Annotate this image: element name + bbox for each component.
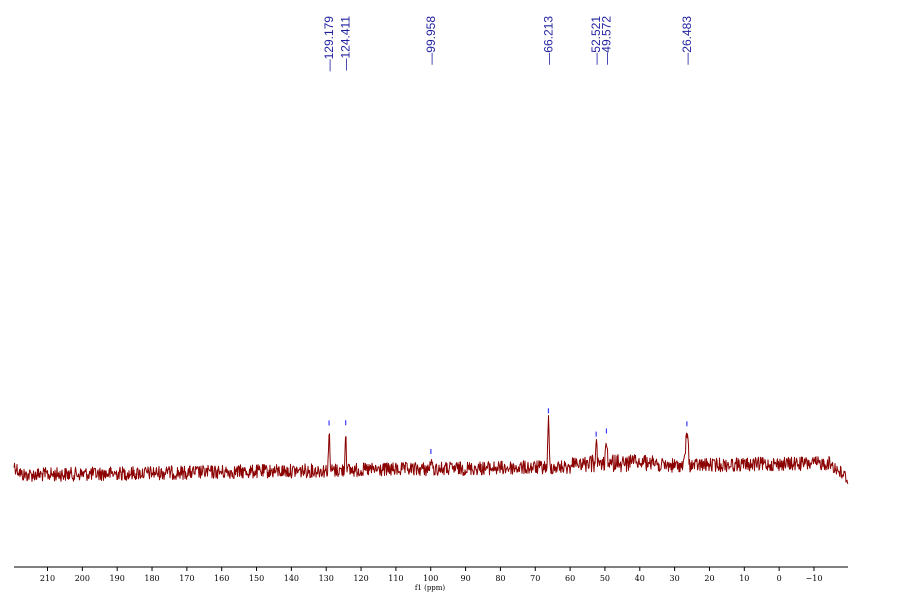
- peak-label: —129.179: [322, 16, 336, 72]
- x-tick-label: 70: [530, 574, 540, 583]
- x-tick-label: 200: [75, 574, 90, 583]
- x-tick-label: 120: [353, 574, 368, 583]
- x-tick-label: 180: [144, 574, 159, 583]
- x-tick-label: 50: [600, 574, 610, 583]
- x-tick-label: 60: [565, 574, 575, 583]
- peak-label: —99.958: [424, 16, 438, 65]
- x-tick-label: 110: [388, 574, 403, 583]
- x-tick-label: 0: [777, 574, 782, 583]
- x-tick-label: 190: [110, 574, 125, 583]
- peak-label: —124.411: [339, 16, 353, 71]
- x-tick-label: 210: [40, 574, 55, 583]
- x-tick-label: 150: [249, 574, 264, 583]
- x-tick-label: 100: [423, 574, 438, 583]
- x-tick-label: 170: [179, 574, 194, 583]
- x-tick-label: 160: [214, 574, 229, 583]
- peak-label: —66.213: [541, 16, 555, 65]
- peak-markers: [328, 408, 688, 455]
- x-tick-label: −10: [806, 574, 823, 583]
- x-axis-title: f1 (ppm): [415, 584, 446, 592]
- x-tick-label: 40: [635, 574, 645, 583]
- x-axis-ticks: 210 200 190 180 170 160 150 140 130 120 110 100 90 80…: [40, 567, 823, 583]
- x-tick-label: 30: [670, 574, 680, 583]
- x-tick-label: 80: [495, 574, 505, 583]
- spectrum-trace: [13, 415, 849, 485]
- x-tick-label: 140: [284, 574, 299, 583]
- x-tick-label: 90: [460, 574, 470, 583]
- peak-label: —52.521: [589, 16, 603, 65]
- peak-label: —26.483: [680, 16, 694, 65]
- x-tick-label: 130: [319, 574, 334, 583]
- peak-label: —49.572: [599, 16, 613, 65]
- peak-labels: —129.179 —124.411 —99.958 —66.213 —52.521—49…: [322, 16, 694, 72]
- x-tick-label: 10: [739, 574, 749, 583]
- x-tick-label: 20: [704, 574, 714, 583]
